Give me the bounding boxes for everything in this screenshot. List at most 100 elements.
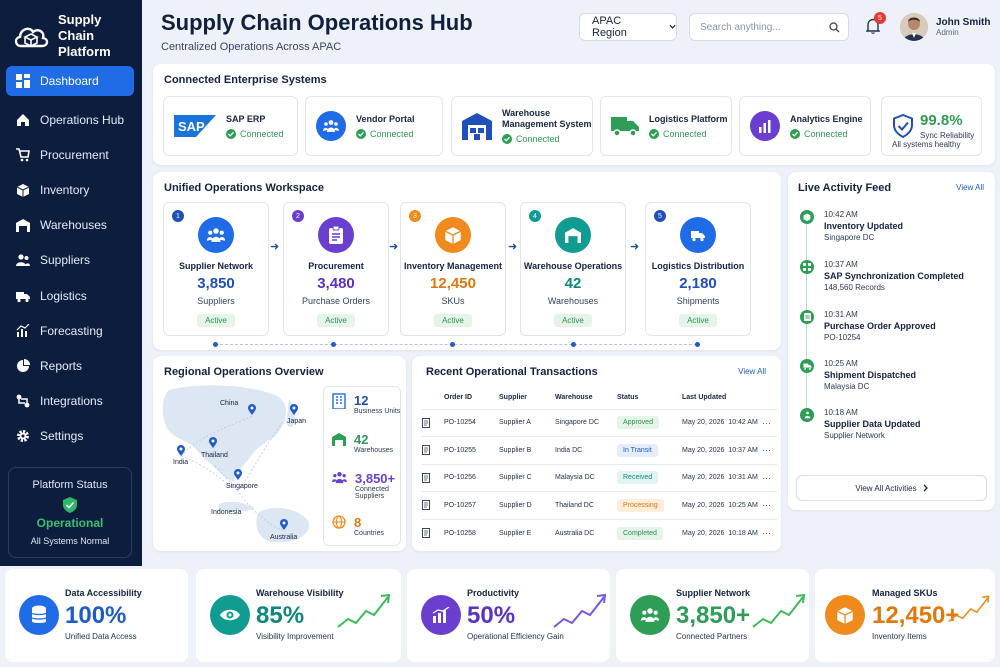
feed-item[interactable]: 10:25 AM Shipment Dispatched Malaysia DC [800,359,916,391]
last-updated: May 20, 2026 10:25 AM [682,491,762,519]
metric-title: Productivity [467,588,520,598]
sidebar-item-procurement[interactable]: Procurement [6,137,134,172]
status-badge: Approved [617,416,659,430]
workspace-timeline [215,344,697,345]
sidebar-item-dashboard[interactable]: Dashboard [6,66,134,96]
step-value: 3,850 [197,275,235,292]
eye-icon [210,595,250,635]
cloud-logo-icon [14,27,49,48]
document-icon [422,491,444,519]
system-name: Vendor Portal [356,113,415,124]
feed-time: 10:31 AM [824,310,858,319]
check-circle-icon [790,128,800,139]
system-card-analytics-engine[interactable]: Analytics Engine Connected [739,96,871,156]
notifications-button[interactable]: 5 [866,12,886,34]
metric-sub: Operational Efficiency Gain [467,632,564,641]
system-name: Analytics Engine [790,113,863,124]
sidebar-item-settings[interactable]: Settings [6,419,134,454]
regional-stat-label: Countries [354,530,384,537]
warehouse-icon [555,217,591,253]
column-header: Warehouse [555,394,593,402]
sidebar-item-suppliers[interactable]: Suppliers [6,243,134,278]
feed-title: Supplier Data Updated [824,419,921,429]
sidebar-item-operations-hub[interactable]: Operations Hub [6,102,134,137]
workspace-step-procurement[interactable]: 2 Procurement 3,480 Purchase Orders Acti… [283,202,389,336]
sidebar-item-warehouses[interactable]: Warehouses [6,208,134,243]
regional-stat-value: 8 [354,515,362,530]
status-badge: Completed [617,526,663,540]
feed-item[interactable]: 10:31 AM Purchase Order Approved PO-10254 [800,310,936,342]
regional-overview-panel: Regional Operations Overview China Japan… [153,356,406,551]
workspace-step-supplier-network[interactable]: 1 Supplier Network 3,850 Suppliers Activ… [163,202,269,336]
transactions-view-all-link[interactable]: View All [738,367,766,376]
system-status: Connected [370,128,414,139]
brand[interactable]: Supply Chain Platform [12,12,140,60]
regional-stat: 42 Warehouses [332,432,393,454]
system-status: Connected [516,134,560,144]
order-id: PO-10258 [444,518,499,547]
table-row[interactable]: PO-10255 Supplier B India DC In Transit May … [422,436,777,464]
system-card-sap[interactable]: SAP SAP ERP Connected [163,96,298,156]
workspace-step-warehouse-operations[interactable]: 4 Warehouse Operations 42 Warehouses Act… [520,202,626,336]
users-icon [332,472,347,484]
system-card-vendor-portal[interactable]: Vendor Portal Connected [305,96,443,156]
feed-item[interactable]: 10:37 AM SAP Synchronization Completed 148… [800,260,964,292]
map-pin-icon [234,469,242,480]
user-menu[interactable]: John Smith Admin [900,13,990,41]
last-updated: May 20, 2026 10:18 AM [682,518,762,547]
workspace-step-inventory-management[interactable]: 3 Inventory Management 12,450 SKUs Activ… [400,202,506,336]
truck-icon [16,291,30,302]
more-icon[interactable]: ··· [762,491,777,519]
map-pin-icon [280,519,288,530]
feed-sub: Supplier Network [824,431,885,440]
system-card-logistics-platform[interactable]: Logistics Platform Connected [600,96,732,156]
status-badge: In Transit [617,443,658,457]
sidebar-nav: Dashboard Operations Hub Procurement Inv… [6,66,134,454]
feed-item[interactable]: 10:18 AM Supplier Data Updated Supplier Ne… [800,408,921,440]
metric-title: Supplier Network [676,588,751,598]
view-all-activities-button[interactable]: View All Activities [796,475,987,501]
workspace-step-logistics-distribution[interactable]: 5 Logistics Distribution 2,180 Shipments… [645,202,751,336]
last-updated: May 20, 2026 10:37 AM [682,436,762,464]
feed-title: SAP Synchronization Completed [824,271,964,281]
search-input[interactable]: Search anything... [689,13,849,41]
sidebar-item-reports[interactable]: Reports [6,348,134,383]
metric-card-supplier-network: Supplier Network 3,850+ Connected Partne… [616,569,809,662]
report-icon [17,358,30,372]
table-row[interactable]: PO-10258 Supplier E Australia DC Completed M… [422,518,777,547]
region-select[interactable]: APAC Region [579,13,677,41]
order-id: PO-10255 [444,436,499,464]
table-row[interactable]: PO-10254 Supplier A Singapore DC Approved Ma… [422,408,777,437]
table-row[interactable]: PO-10256 Supplier C Malaysia DC Received May… [422,463,777,492]
sidebar-item-logistics[interactable]: Logistics [6,278,134,313]
brand-name: Supply Chain Platform [58,12,111,59]
check-circle-icon [356,128,366,139]
map-pin-icon [290,404,298,415]
system-card-wms[interactable]: Warehouse Management System Connected [451,96,593,156]
metric-sub: Visibility Improvement [256,632,334,641]
step-number: 5 [654,210,666,222]
supplier: Supplier B [499,436,555,464]
box-icon [800,210,814,224]
page-title: Supply Chain Operations Hub [161,10,473,35]
more-icon[interactable]: ··· [762,436,777,464]
sidebar-item-integrations[interactable]: Integrations [6,384,134,419]
table-row[interactable]: PO-10257 Supplier D Thailand DC Processing M… [422,491,777,519]
more-icon[interactable]: ··· [762,518,777,547]
sidebar-item-forecasting[interactable]: Forecasting [6,313,134,348]
step-number: 4 [529,210,541,222]
box-icon [435,217,471,253]
status-badge: Active [197,314,235,327]
sync-reliability-note: All systems healthy [892,140,961,149]
sidebar-item-inventory[interactable]: Inventory [6,172,134,207]
metric-value: 100% [65,602,127,629]
feed-time: 10:42 AM [824,210,858,219]
more-icon[interactable]: ··· [762,463,777,492]
svg-text:SAP: SAP [178,119,205,134]
platform-status-state: Operational [36,516,104,530]
feed-view-all-link[interactable]: View All [956,183,984,192]
column-header: Supplier [499,394,528,402]
more-icon[interactable]: ··· [762,408,777,437]
step-number: 3 [409,210,421,222]
feed-item[interactable]: 10:42 AM Inventory Updated Singapore DC [800,210,903,242]
